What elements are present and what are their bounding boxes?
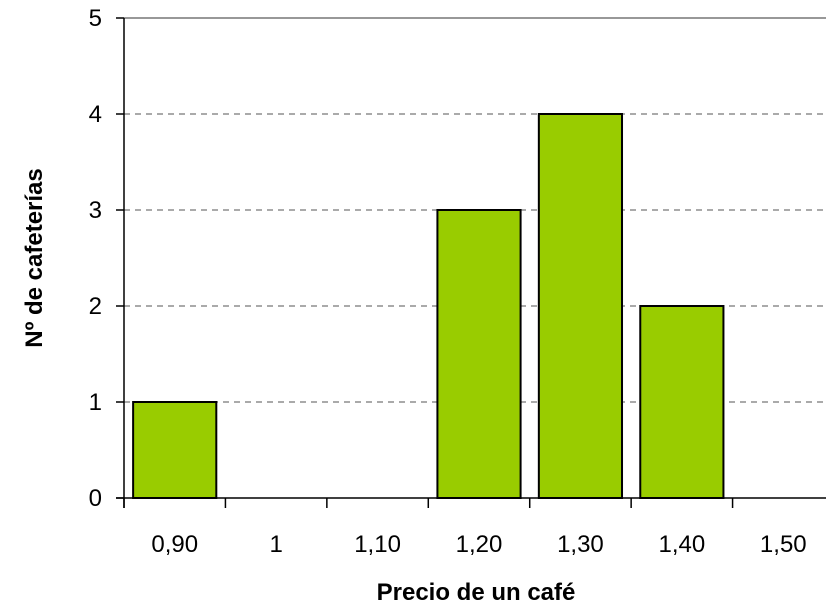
x-axis-title: Precio de un café [377, 579, 576, 606]
y-tick-label-5: 5 [89, 5, 102, 32]
x-tick-label-1,10: 1,10 [354, 531, 401, 558]
y-tick-label-1: 1 [89, 389, 102, 416]
x-tick-label-1,40: 1,40 [658, 531, 705, 558]
axes [116, 17, 826, 508]
x-tick-label-0,90: 0,90 [151, 531, 198, 558]
bars [132, 113, 725, 499]
bar-1,30 [537, 113, 624, 499]
y-tick-label-3: 3 [89, 197, 102, 224]
bar-1,20 [436, 209, 522, 499]
bar-1,40 [639, 305, 725, 499]
y-tick-label-2: 2 [89, 293, 102, 320]
x-tick-labels: 0,90 1 1,10 1,20 1,30 1,40 1,50 [151, 531, 806, 558]
y-tick-label-4: 4 [89, 101, 102, 128]
y-tick-label-0: 0 [89, 485, 102, 512]
bar-0,90 [132, 401, 218, 499]
x-tick-label-1,30: 1,30 [557, 531, 604, 558]
x-tick-label-1: 1 [269, 531, 282, 558]
y-tick-labels: 0 1 2 3 4 5 [89, 5, 102, 512]
x-tick-label-1,50: 1,50 [760, 531, 807, 558]
x-tick-label-1,20: 1,20 [456, 531, 503, 558]
y-axis-title: Nº de cafeterías [21, 168, 48, 348]
